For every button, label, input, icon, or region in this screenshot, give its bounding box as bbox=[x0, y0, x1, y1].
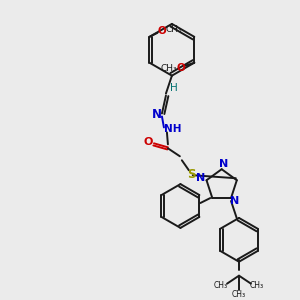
Text: S: S bbox=[188, 168, 196, 181]
Text: CH₃: CH₃ bbox=[165, 26, 182, 34]
Text: N: N bbox=[230, 196, 240, 206]
Text: CH₃: CH₃ bbox=[250, 281, 264, 290]
Text: CH₃: CH₃ bbox=[214, 281, 228, 290]
Text: H: H bbox=[170, 82, 178, 93]
Text: CH₃: CH₃ bbox=[232, 290, 246, 299]
Text: N: N bbox=[152, 108, 162, 121]
Text: NH: NH bbox=[164, 124, 182, 134]
Text: O: O bbox=[143, 137, 153, 147]
Text: N: N bbox=[219, 159, 228, 169]
Text: N: N bbox=[196, 173, 205, 183]
Text: O: O bbox=[176, 63, 185, 73]
Text: O: O bbox=[157, 26, 166, 36]
Text: CH₃: CH₃ bbox=[160, 64, 177, 73]
